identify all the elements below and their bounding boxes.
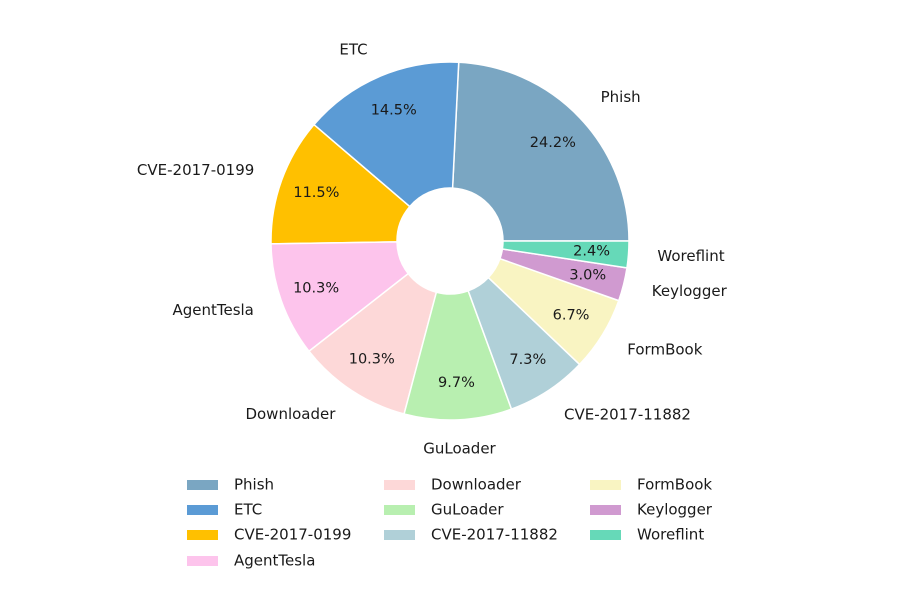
- legend-item-formbook: FormBook: [590, 476, 712, 494]
- legend-item-etc: ETC: [187, 501, 262, 519]
- slice-label-cve-2017-0199: CVE-2017-0199: [137, 161, 254, 179]
- slice-downloader: [307, 272, 438, 415]
- legend-swatch-keylogger: [590, 505, 621, 515]
- legend-swatch-woreflint: [590, 530, 621, 540]
- slice-agenttesla: [270, 241, 410, 353]
- slice-label-phish: Phish: [601, 88, 641, 106]
- percent-label-woreflint: 2.4%: [573, 244, 610, 260]
- percent-label-etc: 14.5%: [371, 103, 417, 119]
- slice-label-cve-2017-11882: CVE-2017-11882: [564, 405, 691, 423]
- legend-label-guloader: GuLoader: [431, 501, 504, 519]
- percent-label-formbook: 6.7%: [553, 307, 590, 323]
- slice-phish: [451, 61, 630, 242]
- percent-label-guloader: 9.7%: [438, 375, 475, 391]
- legend-label-agenttesla: AgentTesla: [234, 552, 315, 570]
- legend-item-guloader: GuLoader: [384, 501, 504, 519]
- legend-item-agenttesla: AgentTesla: [187, 552, 315, 570]
- legend-item-keylogger: Keylogger: [590, 501, 713, 519]
- legend-swatch-guloader: [384, 505, 415, 515]
- legend-item-cve-2017-11882: CVE-2017-11882: [384, 526, 558, 544]
- legend-label-formbook: FormBook: [637, 476, 712, 494]
- slice-woreflint: [501, 240, 630, 269]
- legend-label-etc: ETC: [234, 501, 262, 519]
- legend-item-cve-2017-0199: CVE-2017-0199: [187, 526, 351, 544]
- legend-label-keylogger: Keylogger: [637, 501, 713, 519]
- legend-label-woreflint: Woreflint: [637, 526, 704, 544]
- slice-label-guloader: GuLoader: [423, 439, 496, 457]
- legend-item-phish: Phish: [187, 476, 274, 494]
- percent-label-downloader: 10.3%: [349, 352, 395, 368]
- legend-swatch-cve-2017-11882: [384, 530, 415, 540]
- slice-label-formbook: FormBook: [627, 340, 702, 358]
- legend-item-downloader: Downloader: [384, 476, 522, 494]
- legend-label-downloader: Downloader: [431, 476, 522, 494]
- slice-label-etc: ETC: [339, 41, 367, 59]
- legend-swatch-formbook: [590, 480, 621, 490]
- legend-label-phish: Phish: [234, 476, 274, 494]
- percent-label-cve-2017-0199: 11.5%: [293, 185, 339, 201]
- slice-cve-2017-0199: [270, 123, 411, 245]
- slice-label-woreflint: Woreflint: [657, 247, 724, 265]
- slice-label-keylogger: Keylogger: [652, 282, 728, 300]
- percent-label-cve-2017-11882: 7.3%: [509, 352, 546, 368]
- percent-label-keylogger: 3.0%: [569, 267, 606, 283]
- legend-swatch-downloader: [384, 480, 415, 490]
- percent-label-phish: 24.2%: [530, 135, 576, 151]
- percent-label-agenttesla: 10.3%: [293, 280, 339, 296]
- legend-item-woreflint: Woreflint: [590, 526, 704, 544]
- legend-label-cve-2017-0199: CVE-2017-0199: [234, 526, 351, 544]
- labels-group: Phish 24.2% ETC 14.5% CVE-2017-0199 11.5% Agen…: [137, 41, 728, 458]
- slice-etc: [312, 61, 460, 208]
- slices-group: [270, 61, 630, 421]
- legend-swatch-agenttesla: [187, 556, 218, 566]
- slice-label-agenttesla: AgentTesla: [172, 301, 253, 319]
- legend-swatch-phish: [187, 480, 218, 490]
- legend-swatch-etc: [187, 505, 218, 515]
- legend-swatch-cve-2017-0199: [187, 530, 218, 540]
- legend-label-cve-2017-11882: CVE-2017-11882: [431, 526, 558, 544]
- legend: Phish ETC CVE-2017-0199 AgentTesla Downloade…: [187, 476, 713, 570]
- slice-label-downloader: Downloader: [245, 405, 336, 423]
